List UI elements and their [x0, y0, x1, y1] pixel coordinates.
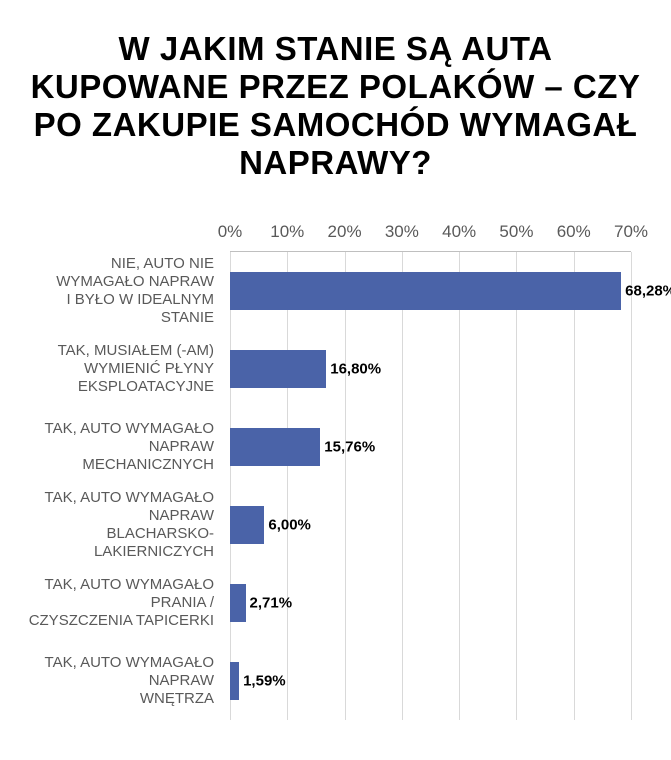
- bar-cell: 68,28%: [230, 252, 631, 330]
- x-axis-tick: 10%: [270, 222, 304, 242]
- bar: 15,76%: [230, 428, 320, 466]
- gridline: [459, 330, 460, 408]
- gridline: [345, 564, 346, 642]
- gridline: [574, 564, 575, 642]
- gridline: [516, 408, 517, 486]
- x-axis-tick: 50%: [499, 222, 533, 242]
- chart-row: NIE, AUTO NIE WYMAGAŁO NAPRAW I BYŁO W I…: [20, 252, 651, 330]
- category-label: TAK, AUTO WYMAGAŁO NAPRAW BLACHARSKO-LAK…: [20, 489, 220, 561]
- gridline: [516, 486, 517, 564]
- bar: 1,59%: [230, 662, 239, 700]
- gridline: [516, 330, 517, 408]
- gridline: [631, 330, 632, 408]
- gridline: [574, 486, 575, 564]
- y-axis-labels-spacer: [20, 222, 220, 252]
- bar-cell: 2,71%: [230, 564, 631, 642]
- chart-row: TAK, AUTO WYMAGAŁO NAPRAW WNĘTRZA 1,59%: [20, 642, 651, 720]
- gridline: [402, 564, 403, 642]
- bar-value-label: 6,00%: [268, 516, 311, 533]
- plot-area: NIE, AUTO NIE WYMAGAŁO NAPRAW I BYŁO W I…: [20, 252, 651, 720]
- category-label: NIE, AUTO NIE WYMAGAŁO NAPRAW I BYŁO W I…: [20, 255, 220, 327]
- bar: 2,71%: [230, 584, 246, 622]
- bar-value-label: 68,28%: [625, 282, 671, 299]
- bar-cell: 16,80%: [230, 330, 631, 408]
- bar-cell: 15,76%: [230, 408, 631, 486]
- gridline: [631, 642, 632, 720]
- bar-cell: 1,59%: [230, 642, 631, 720]
- chart-row: TAK, AUTO WYMAGAŁO NAPRAW BLACHARSKO-LAK…: [20, 486, 651, 564]
- gridline: [574, 642, 575, 720]
- chart-row: TAK, MUSIAŁEM (-AM) WYMIENIĆ PŁYNY EKSPL…: [20, 330, 651, 408]
- x-axis-tick: 20%: [328, 222, 362, 242]
- category-label: TAK, AUTO WYMAGAŁO NAPRAW WNĘTRZA: [20, 654, 220, 708]
- chart-title: W JAKIM STANIE SĄ AUTA KUPOWANE PRZEZ PO…: [20, 30, 651, 182]
- gridline: [459, 564, 460, 642]
- gridline: [574, 330, 575, 408]
- bar-value-label: 16,80%: [330, 360, 381, 377]
- category-label: TAK, MUSIAŁEM (-AM) WYMIENIĆ PŁYNY EKSPL…: [20, 342, 220, 396]
- gridline: [345, 486, 346, 564]
- bar-value-label: 15,76%: [324, 438, 375, 455]
- bar: 68,28%: [230, 272, 621, 310]
- bar-cell: 6,00%: [230, 486, 631, 564]
- bar: 16,80%: [230, 350, 326, 388]
- category-label: TAK, AUTO WYMAGAŁO NAPRAW MECHANICZNYCH: [20, 420, 220, 474]
- gridline: [459, 486, 460, 564]
- x-axis-tick: 70%: [614, 222, 648, 242]
- gridline: [345, 642, 346, 720]
- gridline: [402, 330, 403, 408]
- gridline: [574, 408, 575, 486]
- gridline: [402, 486, 403, 564]
- gridline: [459, 642, 460, 720]
- x-axis-tick: 0%: [218, 222, 243, 242]
- gridline: [631, 408, 632, 486]
- x-axis-tick: 60%: [557, 222, 591, 242]
- chart: 0% 10% 20% 30% 40% 50% 60% 70%: [20, 222, 651, 252]
- chart-row: TAK, AUTO WYMAGAŁO PRANIA / CZYSZCZENIA …: [20, 564, 651, 642]
- gridline: [631, 564, 632, 642]
- bar: 6,00%: [230, 506, 264, 544]
- x-axis-tick: 40%: [442, 222, 476, 242]
- gridline: [459, 408, 460, 486]
- gridline: [516, 642, 517, 720]
- bar-value-label: 1,59%: [243, 672, 286, 689]
- x-axis: 0%10%20%30%40%50%60%70%: [230, 222, 631, 252]
- chart-row: TAK, AUTO WYMAGAŁO NAPRAW MECHANICZNYCH 1…: [20, 408, 651, 486]
- gridline: [516, 564, 517, 642]
- bar-value-label: 2,71%: [250, 594, 293, 611]
- gridline: [402, 408, 403, 486]
- gridline: [631, 486, 632, 564]
- category-label: TAK, AUTO WYMAGAŁO PRANIA / CZYSZCZENIA …: [20, 576, 220, 630]
- gridline: [402, 642, 403, 720]
- x-axis-tick: 30%: [385, 222, 419, 242]
- gridline: [287, 642, 288, 720]
